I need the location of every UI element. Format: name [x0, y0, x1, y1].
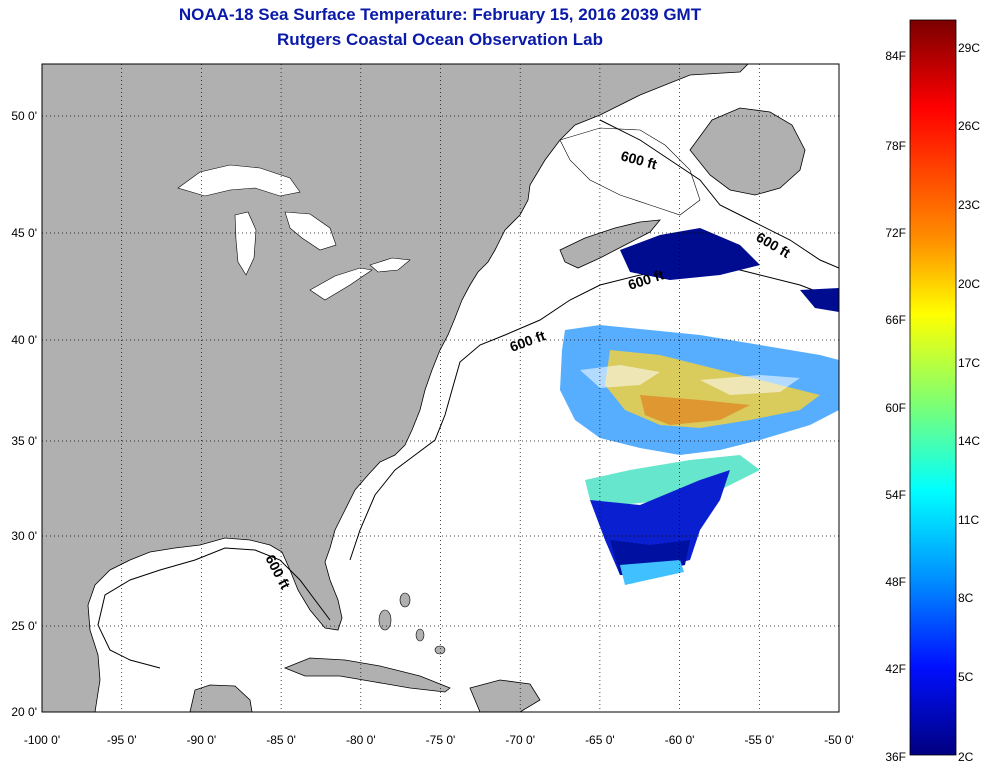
lon-tick-label: -50 0'	[824, 733, 854, 747]
land-newfoundland	[689, 107, 806, 196]
land-north-america	[42, 64, 749, 712]
colorbar-fahrenheit-label: 36F	[885, 750, 906, 764]
map-title: NOAA-18 Sea Surface Temperature: Februar…	[178, 5, 702, 24]
colorbar-fahrenheit-label: 54F	[885, 488, 906, 502]
lake-erie	[309, 267, 373, 301]
colorbar-celsius-label: 2C	[958, 750, 974, 764]
colorbar-celsius-label: 5C	[958, 670, 974, 684]
lake-michigan	[234, 211, 257, 276]
lake-ontario	[369, 257, 411, 273]
map-subtitle: Rutgers Coastal Ocean Observation Lab	[277, 30, 603, 49]
lat-tick-label: 35 0'	[11, 434, 37, 448]
lon-tick-label: -95 0'	[107, 733, 137, 747]
grid-lines	[42, 64, 839, 712]
lon-tick-label: -90 0'	[187, 733, 217, 747]
lon-tick-label: -55 0'	[744, 733, 774, 747]
land-hispaniola	[469, 679, 541, 712]
colorbar-celsius-label: 11C	[958, 513, 979, 527]
lon-tick-label: -70 0'	[505, 733, 535, 747]
lat-tick-label: 20 0'	[11, 705, 37, 719]
colorbar	[909, 19, 957, 756]
colorbar-celsius-label: 26C	[958, 119, 980, 133]
land-nova-scotia	[559, 219, 661, 269]
colorbar-fahrenheit-label: 72F	[885, 226, 906, 240]
colorbar-fahrenheit-label: 84F	[885, 49, 906, 63]
lat-tick-label: 25 0'	[11, 619, 37, 633]
lon-tick-label: -75 0'	[426, 733, 456, 747]
lake-superior	[177, 164, 301, 197]
land-bahamas	[378, 592, 446, 655]
sst-data-swath	[560, 228, 839, 585]
lon-tick-label: -60 0'	[665, 733, 695, 747]
gulf-st-lawrence	[559, 127, 701, 216]
colorbar-celsius-label: 17C	[958, 356, 980, 370]
colorbar-celsius-label: 14C	[958, 434, 980, 448]
lon-tick-label: -100 0'	[24, 733, 60, 747]
colorbar-fahrenheit-label: 48F	[885, 575, 906, 589]
lat-tick-label: 40 0'	[11, 333, 37, 347]
colorbar-fahrenheit-label: 78F	[885, 139, 906, 153]
lat-tick-label: 45 0'	[11, 226, 37, 240]
land-cuba	[283, 657, 451, 693]
colorbar-fahrenheit-label: 42F	[885, 662, 906, 676]
colorbar-fahrenheit-label: 66F	[885, 313, 906, 327]
map-frame	[41, 63, 840, 713]
lat-tick-label: 30 0'	[11, 529, 37, 543]
lon-tick-label: -85 0'	[266, 733, 296, 747]
colorbar-celsius-label: 29C	[958, 41, 980, 55]
colorbar-celsius-label: 23C	[958, 198, 980, 212]
lon-tick-label: -65 0'	[585, 733, 615, 747]
land-yucatan	[189, 684, 253, 712]
colorbar-celsius-label: 8C	[958, 591, 974, 605]
colorbar-fahrenheit-label: 60F	[885, 401, 906, 415]
colorbar-celsius-label: 20C	[958, 277, 980, 291]
lake-huron	[284, 211, 337, 251]
lat-tick-label: 50 0'	[11, 109, 37, 123]
lon-tick-label: -80 0'	[346, 733, 376, 747]
